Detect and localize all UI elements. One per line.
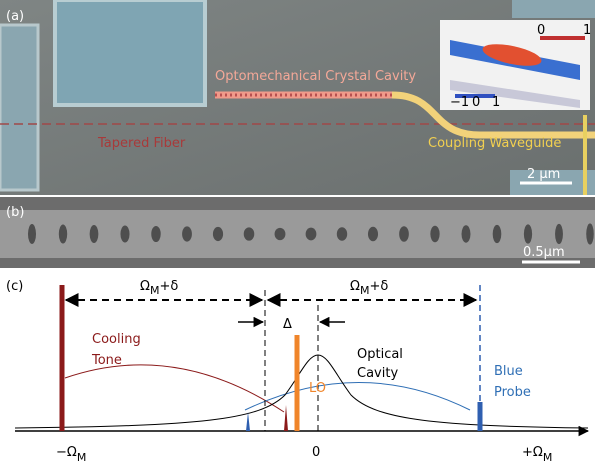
- hole: [28, 224, 36, 244]
- scale-label: 0.5μm: [523, 245, 565, 260]
- hole: [493, 225, 502, 243]
- hole: [213, 227, 223, 241]
- hole: [524, 224, 532, 243]
- beam: [0, 210, 595, 258]
- colorbar-label: 1: [583, 23, 591, 38]
- probe-label: Probe: [494, 385, 531, 400]
- hole: [244, 227, 255, 240]
- axis-label: −ΩM: [56, 445, 86, 464]
- colorbar: [540, 36, 585, 40]
- probe-sideband: [245, 383, 470, 411]
- panel-label: (a): [6, 9, 24, 24]
- panel-b: (b) 0.5μm: [0, 197, 595, 268]
- delta-label: Δ: [283, 317, 292, 332]
- hole: [430, 226, 439, 242]
- hole: [586, 223, 594, 244]
- span-label: ΩM+δ: [140, 279, 178, 297]
- hole: [151, 226, 160, 242]
- pad: [512, 0, 595, 18]
- axis-label: +ΩM: [522, 445, 552, 464]
- colorbar-label: 0: [537, 23, 545, 38]
- hole: [120, 225, 129, 242]
- panel-a: (a) Optomechanical Crystal Cavity Tapere…: [0, 0, 595, 195]
- colorbar-label: −1: [450, 95, 469, 110]
- scale-label: 2 μm: [527, 167, 560, 182]
- cavity-label: Optomechanical Crystal Cavity: [215, 69, 416, 84]
- axis-label: 0: [312, 445, 320, 460]
- probe-label: Blue: [494, 364, 523, 379]
- colorbar-label: 0: [472, 95, 480, 110]
- hole: [59, 225, 67, 244]
- waveguide-label: Coupling Waveguide: [428, 136, 561, 151]
- hole: [462, 225, 471, 242]
- cavity-label: Optical: [357, 347, 403, 362]
- cooling-label: Cooling: [92, 332, 141, 347]
- cavity-label: Cavity: [357, 366, 398, 381]
- cooling-sideband: [65, 365, 284, 412]
- figure: (a) Optomechanical Crystal Cavity Tapere…: [0, 0, 595, 464]
- panel-c: (c) ΩM+δ ΩM+δ Δ Cooling Tone Optical Cav…: [6, 279, 588, 464]
- panel-label: (c): [6, 279, 23, 294]
- hole: [182, 226, 192, 241]
- hole: [555, 224, 563, 244]
- lo-label: LO: [309, 381, 326, 396]
- hole: [337, 227, 347, 241]
- colorbar-label: 1: [492, 95, 500, 110]
- hole: [399, 226, 409, 242]
- span-label: ΩM+δ: [350, 279, 388, 297]
- cooling-peak: [280, 405, 292, 431]
- hole: [90, 225, 99, 243]
- cooling-label: Tone: [91, 353, 122, 368]
- pad: [0, 25, 38, 190]
- hole: [306, 228, 317, 241]
- hole: [275, 228, 286, 240]
- pad: [55, 0, 205, 105]
- fiber-label: Tapered Fiber: [97, 136, 186, 151]
- panel-label: (b): [6, 205, 24, 220]
- hole: [368, 227, 378, 242]
